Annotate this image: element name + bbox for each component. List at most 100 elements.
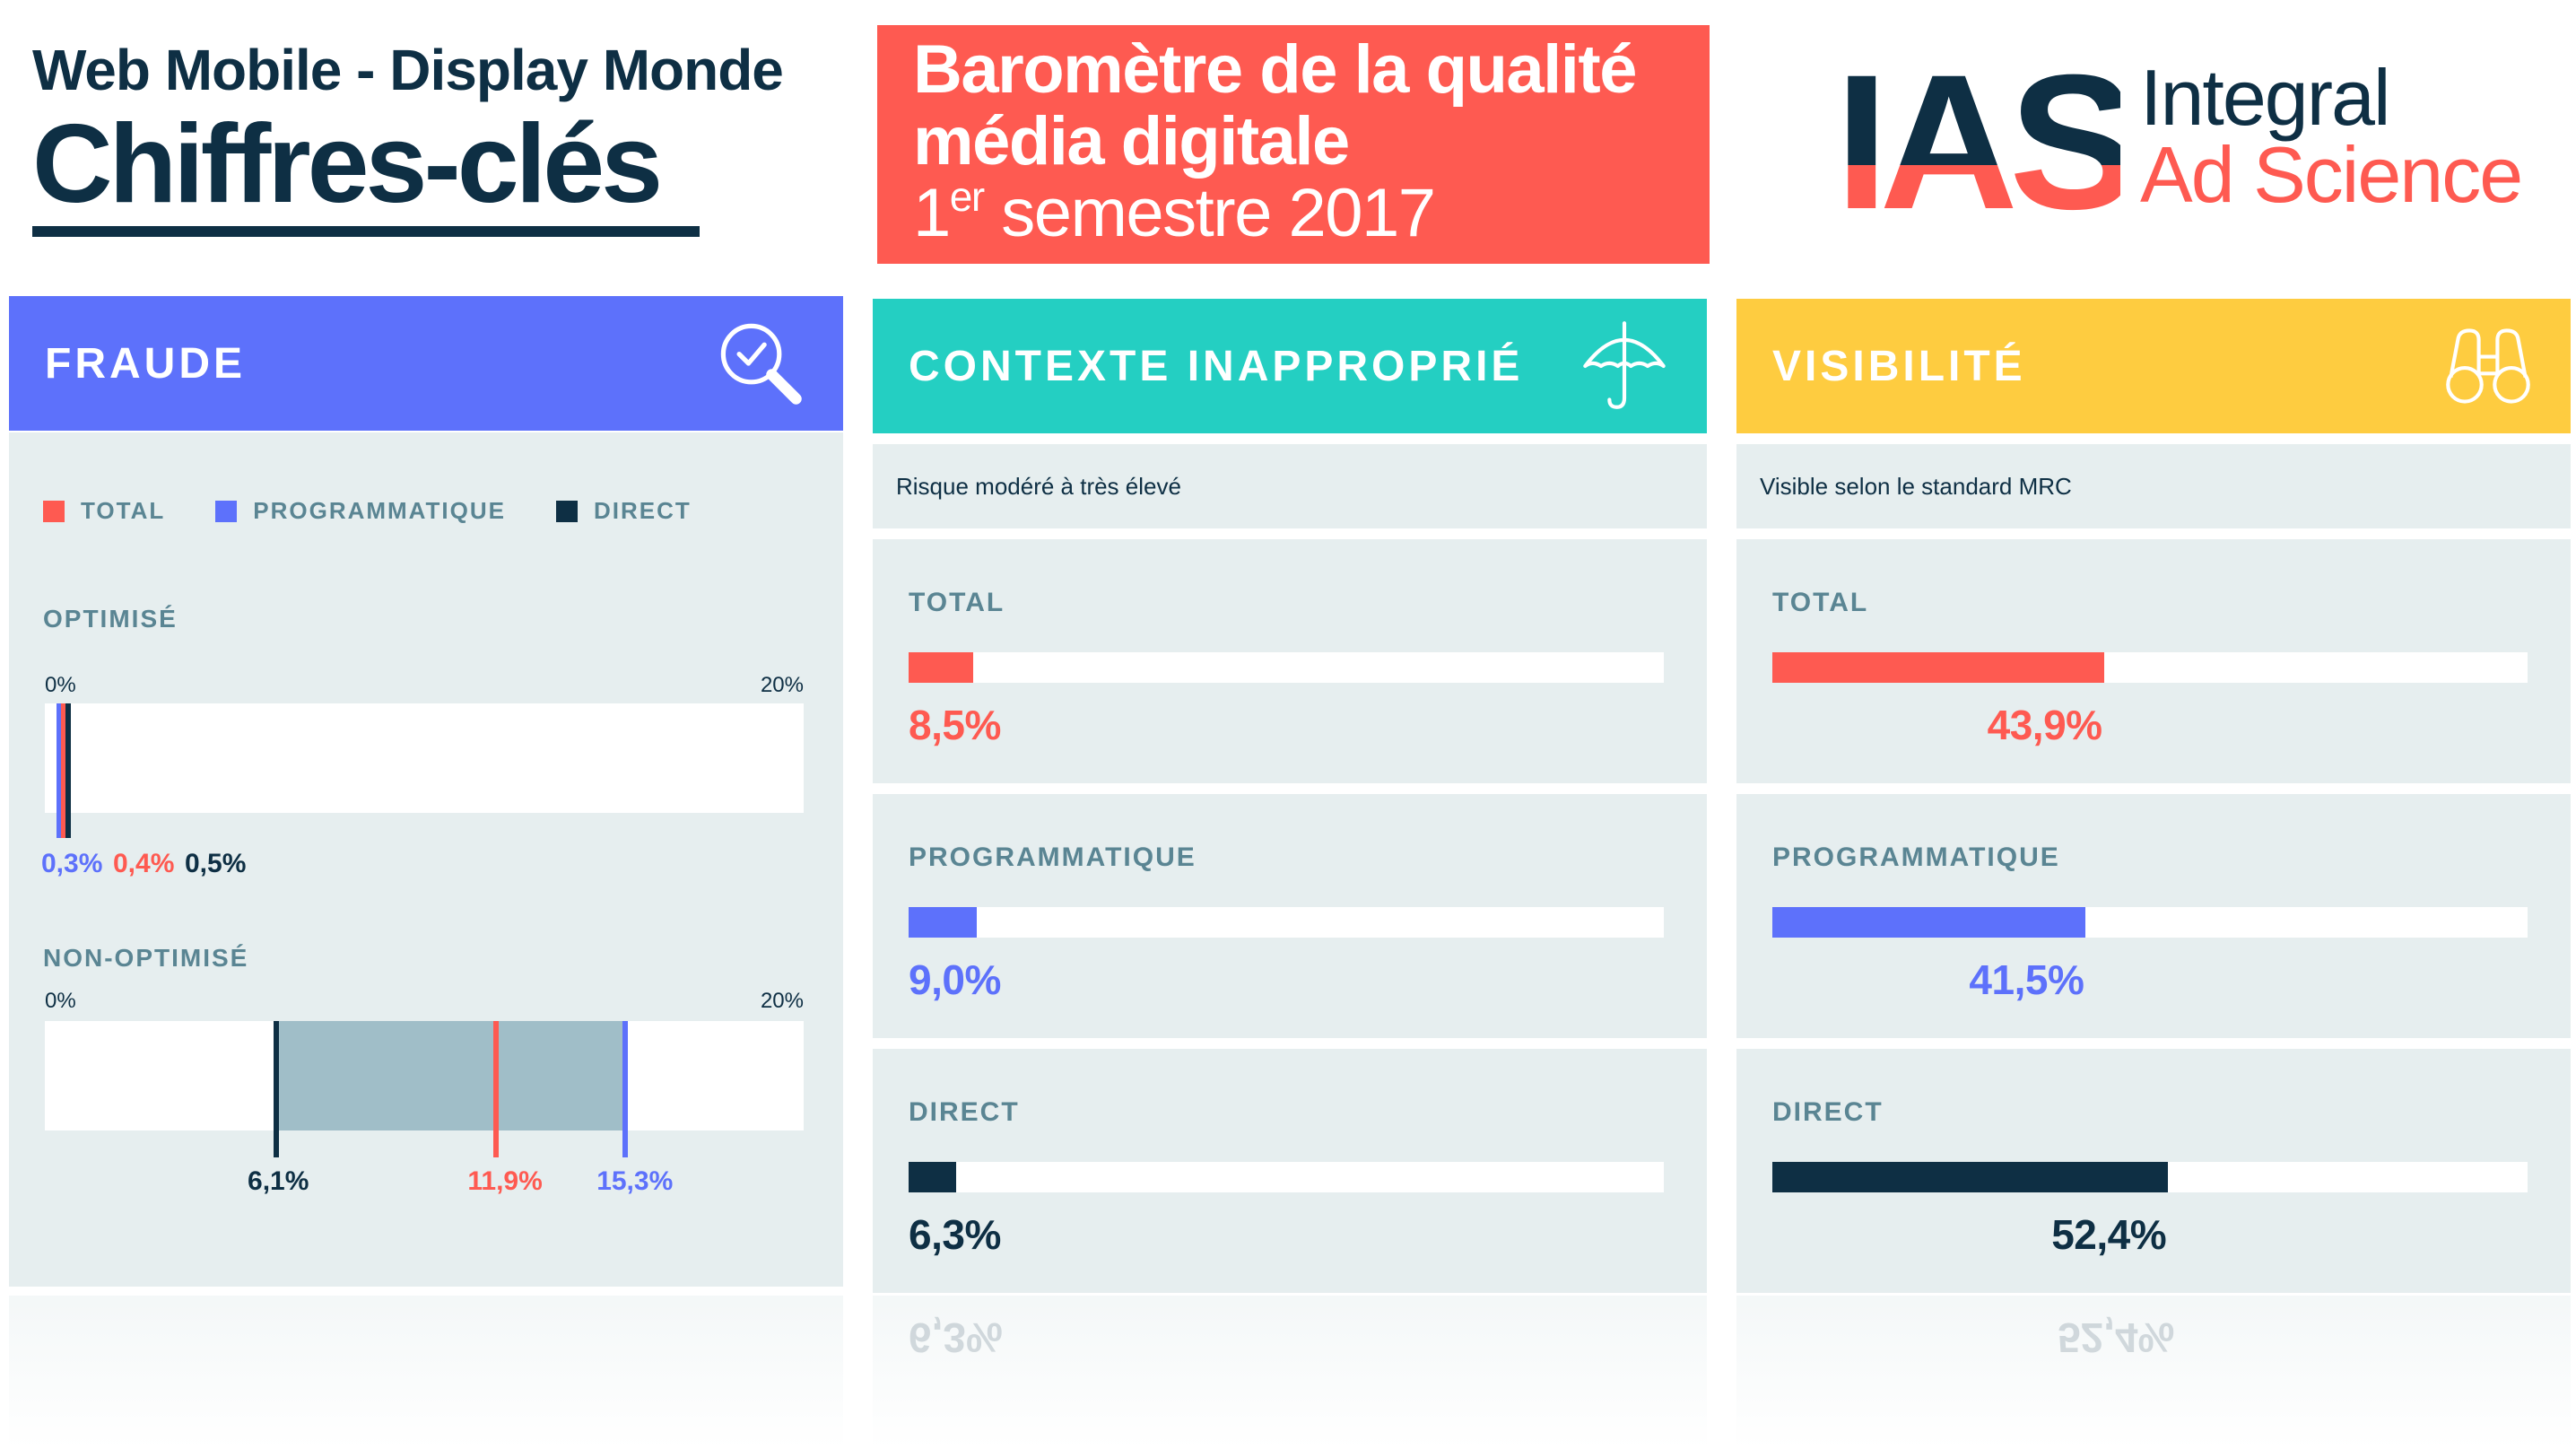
metric-bar-total (909, 652, 973, 683)
non-optimise-marker-total (493, 1021, 500, 1157)
magnifier-check-icon (720, 323, 802, 405)
visibilite-reflection-text: 52,4% (2058, 1314, 2175, 1361)
barometer-line-1: Baromètre de la qualité (913, 31, 1638, 108)
contexte-title: CONTEXTE INAPPROPRIÉ (909, 342, 1524, 390)
visibilite-metrics: TOTAL 43,9% PROGRAMMATIQUE 41,5% DIRECT 52,4% (1736, 539, 2571, 1293)
contexte-metrics: TOTAL 8,5% PROGRAMMATIQUE 9,0% DIRECT 6,3% (873, 539, 1707, 1293)
metric-label: DIRECT (909, 1097, 1020, 1127)
non-optimise-range-band (276, 1021, 626, 1130)
binoculars-icon (2446, 328, 2530, 404)
legend-item-total: TOTAL (43, 497, 165, 525)
semester-rest: semestre 2017 (983, 175, 1436, 251)
optimise-value-direct: 0,5% (185, 849, 247, 878)
contexte-column: CONTEXTE INAPPROPRIÉ Risque modéré à trè… (873, 299, 1707, 1293)
semester-sup: er (949, 173, 985, 220)
barometer-semester: 1er semestre 2017 (913, 175, 1674, 251)
contexte-reflection-text: 6,3% (909, 1314, 1003, 1361)
legend-label-programmatique: PROGRAMMATIQUE (253, 497, 506, 524)
metric-value-direct: 6,3% (909, 1211, 1001, 1258)
legend-label-total: TOTAL (81, 497, 166, 524)
metric-value-programmatique: 41,5% (1969, 956, 2084, 1003)
visibilite-title: VISIBILITÉ (1772, 342, 2026, 390)
contexte-subtitle-panel: Risque modéré à très élevé (873, 444, 1707, 528)
fraude-legend: TOTAL PROGRAMMATIQUE DIRECT (43, 497, 692, 525)
logo-mark-text-top: IAS (1842, 65, 2120, 214)
metric-track (909, 652, 1664, 683)
metric-bar-direct (1772, 1162, 2169, 1192)
legend-swatch-programmatique (215, 500, 238, 522)
optimise-marker-total (60, 703, 66, 838)
metric-label: TOTAL (909, 588, 1005, 617)
contexte-reflection-fade (873, 1296, 1707, 1449)
metric-card-total: TOTAL 43,9% (1736, 539, 2571, 783)
legend-label-direct: DIRECT (593, 497, 692, 524)
logo-wordmark: Integral Ad Science (2140, 53, 2523, 219)
non-optimise-marker-programmatique (622, 1021, 629, 1157)
metric-label: DIRECT (1772, 1097, 1884, 1127)
legend-swatch-total (43, 500, 65, 522)
legend-swatch-direct (555, 500, 578, 522)
visibilite-reflection: 52,4% (1736, 1296, 2571, 1449)
non-optimise-label: NON-OPTIMISÉ (43, 944, 249, 972)
contexte-header: CONTEXTE INAPPROPRIÉ (873, 299, 1707, 433)
metric-label: PROGRAMMATIQUE (1772, 842, 2060, 872)
metric-card-direct: DIRECT 6,3% (873, 1049, 1707, 1293)
visibilite-subtitle-panel: Visible selon le standard MRC (1736, 444, 2571, 528)
visibilite-reflection-fade (1736, 1296, 2571, 1449)
fraude-reflection-fade (9, 1296, 843, 1449)
optimise-axis-max: 20% (760, 673, 804, 697)
non-optimise-marker-direct (274, 1021, 280, 1157)
metric-track (1772, 907, 2528, 938)
title-underline (32, 226, 700, 237)
logo-line-1: Integral (2140, 53, 2391, 142)
metric-card-programmatique: PROGRAMMATIQUE 41,5% (1736, 794, 2571, 1038)
metric-track (1772, 652, 2528, 683)
non-optimise-value-total: 11,9% (467, 1166, 543, 1196)
metric-value-direct: 52,4% (2051, 1211, 2167, 1258)
metric-track (1772, 1162, 2528, 1192)
logo-line-2: Ad Science (2140, 130, 2523, 219)
metric-bar-total (1772, 652, 2104, 683)
fraude-header: FRAUDE (9, 296, 843, 431)
umbrella-icon (1583, 321, 1666, 409)
optimise-axis-min: 0% (45, 673, 76, 697)
optimise-value-programmatique: 0,3% (41, 849, 103, 878)
ias-logo: IAS IAS Integral Ad Science (1842, 56, 2560, 226)
metric-value-programmatique: 9,0% (909, 956, 1001, 1003)
barometer-banner: Baromètre de la qualité média digitale 1… (877, 25, 1710, 264)
fraude-reflection (9, 1296, 843, 1449)
ias-logo-mark: IAS IAS (1842, 65, 2120, 214)
legend-item-programmatique: PROGRAMMATIQUE (215, 497, 506, 525)
contexte-reflection: 6,3% (873, 1296, 1707, 1449)
non-optimise-track: 6,1% 11,9% 15,3% (45, 1021, 804, 1196)
header-subtitle: Web Mobile - Display Monde (32, 38, 784, 102)
non-optimise-axis-min: 0% (45, 989, 76, 1013)
metric-card-programmatique: PROGRAMMATIQUE 9,0% (873, 794, 1707, 1038)
page-title: Chiffres-clés (32, 102, 663, 226)
metric-value-total: 43,9% (1987, 702, 2102, 748)
header-block: Web Mobile - Display Monde Chiffres-clés (32, 34, 840, 223)
barometer-line-2: média digitale (913, 103, 1350, 179)
metric-bar-direct (909, 1162, 957, 1192)
visibilite-subtitle: Visible selon le standard MRC (1760, 472, 2072, 500)
non-optimise-axis-max: 20% (760, 989, 804, 1013)
optimise-track: 0,3% 0,4% 0,5% (41, 703, 804, 878)
optimise-marker-programmatique (56, 703, 62, 838)
optimise-value-total: 0,4% (113, 849, 175, 878)
metric-bar-programmatique (1772, 907, 2086, 938)
metric-label: TOTAL (1772, 588, 1869, 617)
metric-track (909, 907, 1664, 938)
visibilite-column: VISIBILITÉ Visible selon le standard MRC… (1736, 299, 2571, 1293)
fraude-panel: TOTAL PROGRAMMATIQUE DIRECT OPTIMISÉ 0% … (9, 432, 843, 1287)
non-optimise-value-programmatique: 15,3% (596, 1166, 674, 1196)
metric-card-direct: DIRECT 52,4% (1736, 1049, 2571, 1293)
optimise-label: OPTIMISÉ (43, 605, 178, 633)
metric-value-total: 8,5% (909, 702, 1001, 748)
semester-number: 1 (913, 175, 951, 251)
metric-card-total: TOTAL 8,5% (873, 539, 1707, 783)
fraude-title: FRAUDE (45, 339, 246, 388)
logo-mark-text-bottom: IAS (1842, 65, 2120, 214)
visibilite-header: VISIBILITÉ (1736, 299, 2571, 433)
non-optimise-value-direct: 6,1% (248, 1166, 309, 1196)
optimise-marker-direct (65, 703, 72, 838)
